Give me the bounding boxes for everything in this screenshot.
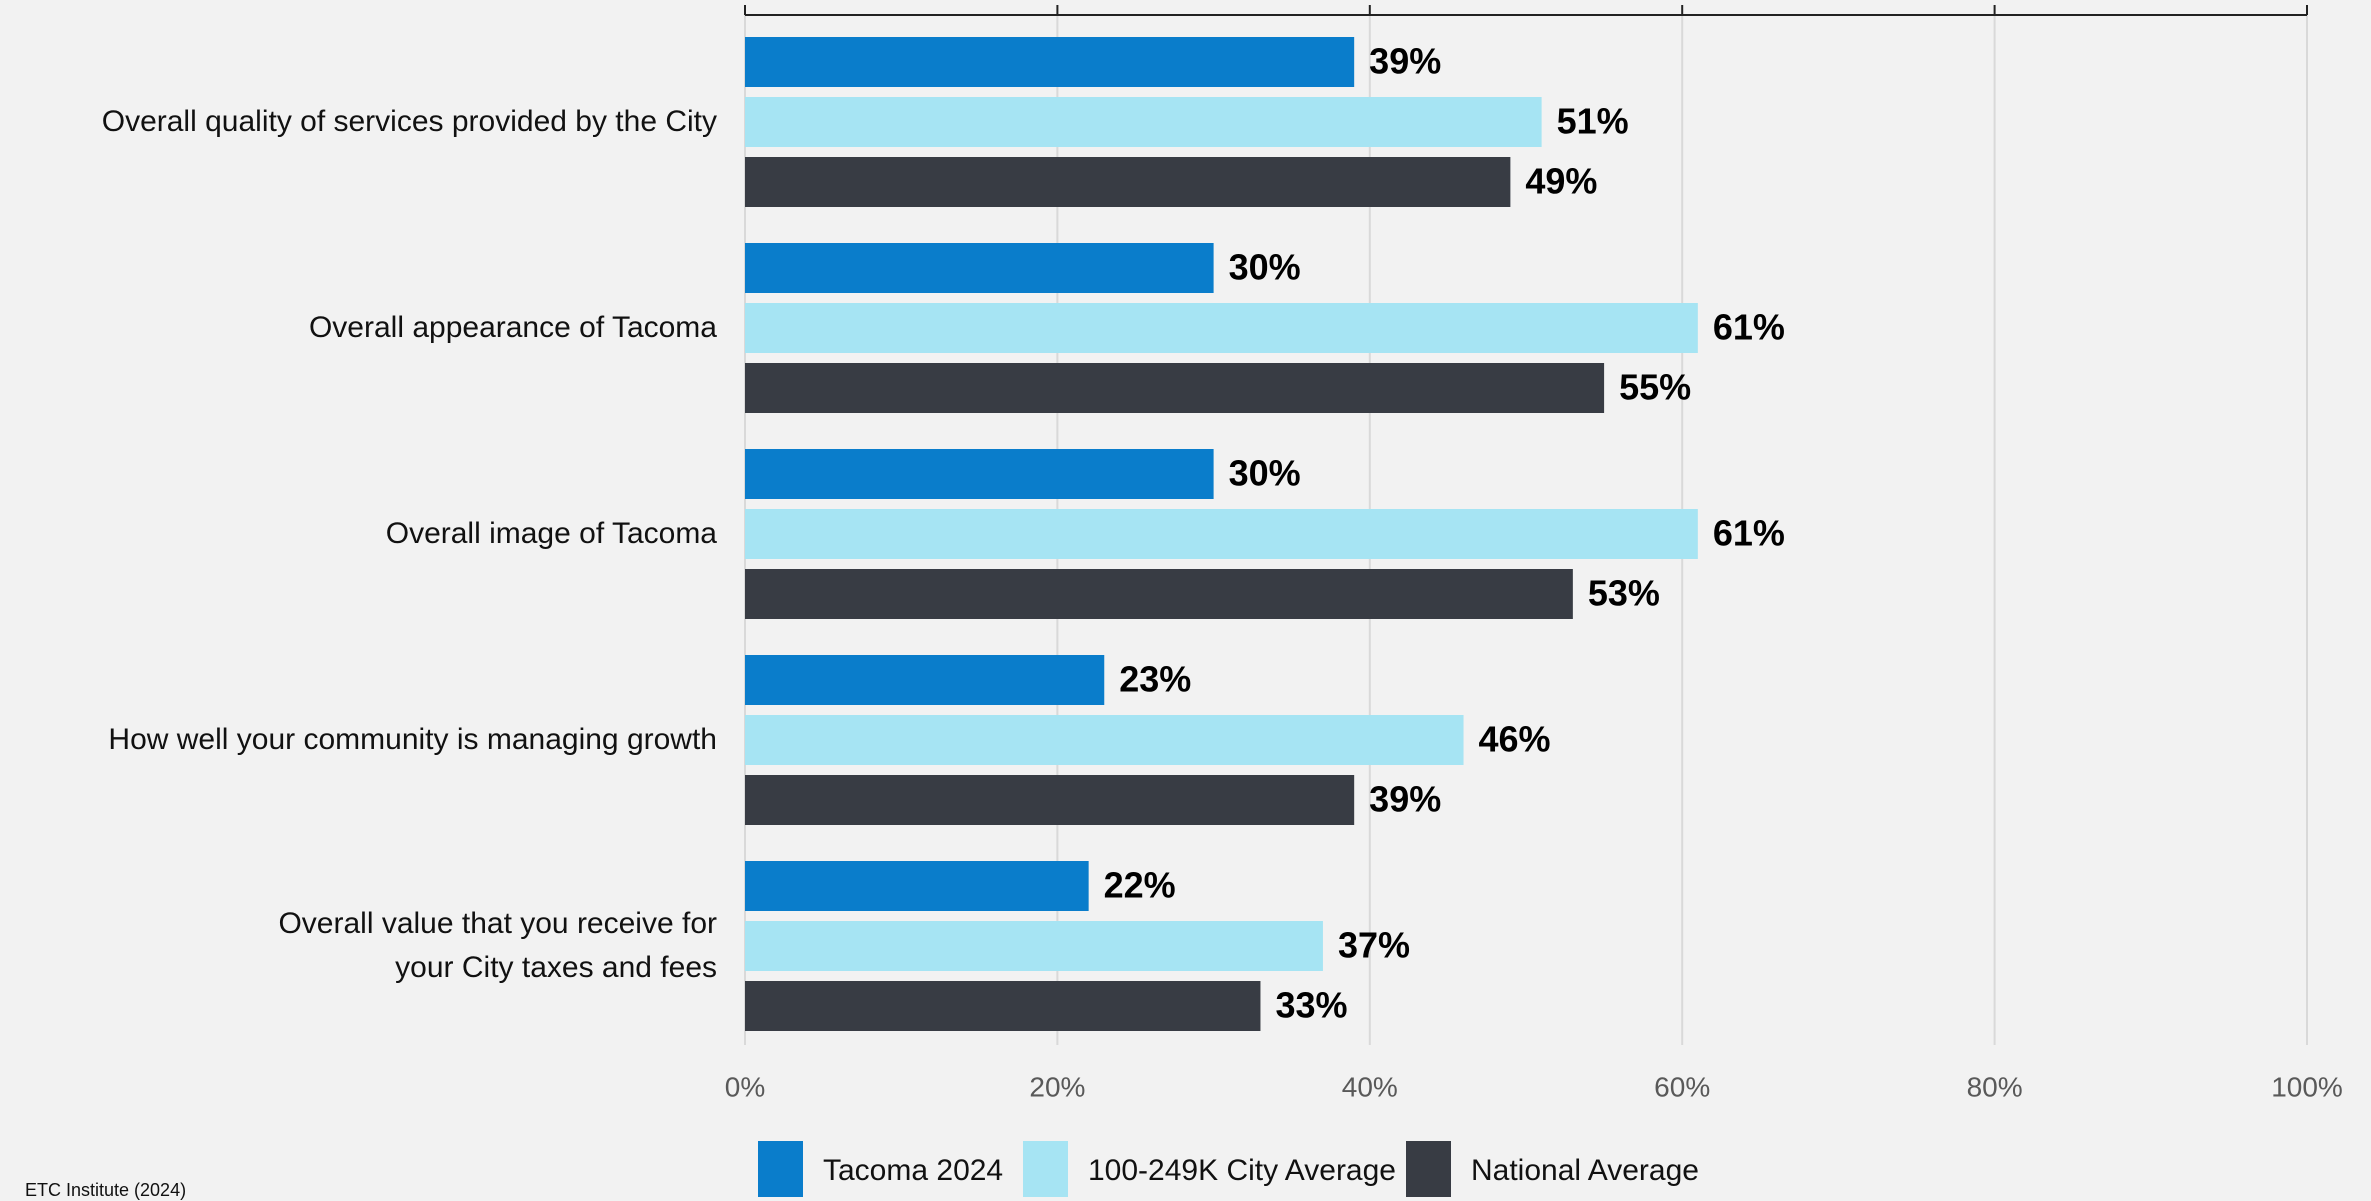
bar (745, 449, 1214, 499)
bar (745, 569, 1573, 619)
bar (745, 715, 1464, 765)
legend-label: 100-249K City Average (1088, 1154, 1396, 1187)
value-label: 30% (1229, 247, 1301, 288)
value-label: 23% (1119, 659, 1191, 700)
bar (745, 37, 1355, 87)
category-label: Overall appearance of Tacoma (308, 311, 717, 344)
value-label: 61% (1713, 513, 1785, 554)
category-label: Overall value that you receive for your … (278, 907, 717, 984)
x-tick-label: 40% (1342, 1071, 1398, 1102)
value-label: 55% (1619, 367, 1691, 408)
legend-label: National Average (1471, 1154, 1699, 1187)
value-label: 51% (1557, 101, 1629, 142)
value-label: 33% (1275, 985, 1347, 1026)
value-label: 22% (1104, 865, 1176, 906)
bar (745, 303, 1698, 353)
bar (745, 921, 1323, 971)
category-label: Overall image of Tacoma (385, 517, 717, 550)
x-tick-label: 0% (725, 1071, 765, 1102)
x-tick-label: 20% (1029, 1071, 1085, 1102)
bar (745, 243, 1214, 293)
bar (745, 861, 1089, 911)
value-label: 39% (1369, 779, 1441, 820)
x-tick-label: 100% (2271, 1071, 2343, 1102)
value-label: 61% (1713, 307, 1785, 348)
value-label: 39% (1369, 41, 1441, 82)
source: ETC Institute (2024) (25, 1180, 187, 1200)
x-tick-label: 60% (1654, 1071, 1710, 1102)
bar (745, 97, 1542, 147)
category-label: Overall quality of services provided by … (101, 105, 717, 138)
legend-swatch (1406, 1141, 1451, 1197)
value-label: 37% (1338, 925, 1410, 966)
value-label: 30% (1229, 453, 1301, 494)
legend-swatch (1023, 1141, 1068, 1197)
bar (745, 655, 1105, 705)
x-tick-label: 80% (1967, 1071, 2023, 1102)
bar (745, 363, 1605, 413)
legend-swatch (758, 1141, 803, 1197)
value-label: 49% (1525, 161, 1597, 202)
bar (745, 157, 1511, 207)
category-label: How well your community is managing grow… (108, 723, 717, 756)
value-label: 46% (1479, 719, 1551, 760)
bar (745, 981, 1261, 1031)
legend-label: Tacoma 2024 (823, 1154, 1003, 1187)
value-label: 53% (1588, 573, 1660, 614)
bar (745, 775, 1355, 825)
bar (745, 509, 1698, 559)
